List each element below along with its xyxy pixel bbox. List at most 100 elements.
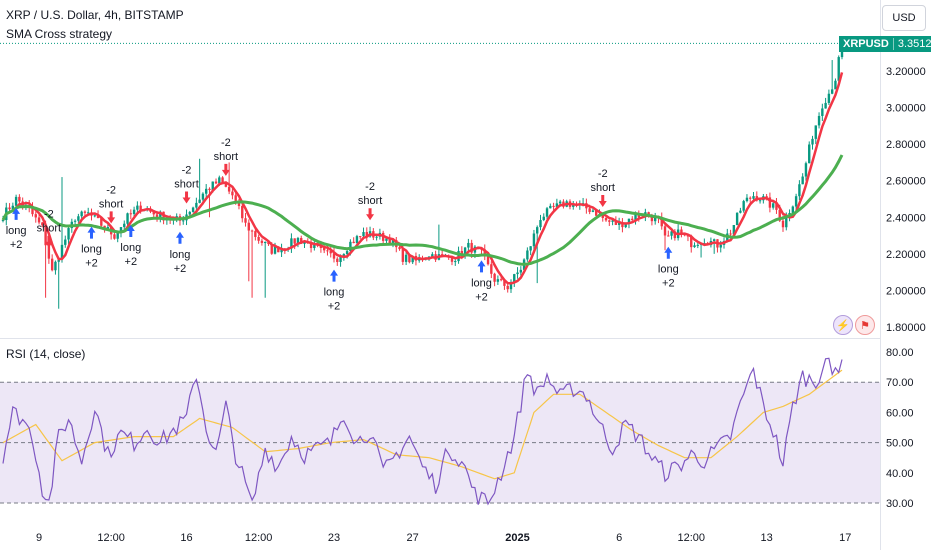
candle-body xyxy=(175,216,178,218)
flag-icon[interactable]: ⚑ xyxy=(855,315,875,335)
candle-body xyxy=(460,250,464,256)
candle-body xyxy=(408,254,411,263)
candle-body xyxy=(83,211,87,213)
slow-ma-line xyxy=(1,154,844,266)
candle-body xyxy=(650,216,654,222)
rsi-axis-label: 30.00 xyxy=(886,498,914,510)
signal-label: short xyxy=(591,182,615,194)
signal-label: long xyxy=(120,242,141,254)
long-arrow xyxy=(175,231,184,244)
candle-body xyxy=(739,210,742,213)
candle-body xyxy=(536,227,539,234)
candle-body xyxy=(300,238,303,244)
candle-body xyxy=(499,279,503,281)
candle-body xyxy=(244,218,247,223)
short-arrow xyxy=(221,163,230,176)
time-axis-label: 9 xyxy=(36,532,42,544)
candle-body xyxy=(352,241,355,244)
candle-body xyxy=(742,201,745,211)
candle-body xyxy=(493,273,496,282)
candle-body xyxy=(54,261,57,271)
long-arrow xyxy=(664,246,673,259)
lightning-icon[interactable]: ⚡ xyxy=(833,315,853,335)
candle-body xyxy=(1,220,5,222)
candle-body xyxy=(450,257,454,262)
candle-body xyxy=(103,225,106,229)
candle-body xyxy=(653,216,657,222)
signal-label: short xyxy=(214,151,238,163)
candle-body xyxy=(254,231,257,237)
candle-body xyxy=(827,93,831,103)
time-axis-label: 12:00 xyxy=(245,532,273,544)
candles xyxy=(1,39,844,309)
candle-body xyxy=(526,250,529,260)
candle-body xyxy=(119,227,123,233)
candle-body xyxy=(93,215,96,217)
candle-body xyxy=(96,215,100,219)
candle-body xyxy=(77,216,80,221)
badge-icons: ⚡ ⚑ xyxy=(833,315,875,335)
short-arrow xyxy=(182,191,191,204)
signal-label: short xyxy=(358,195,382,207)
candle-body xyxy=(336,258,339,262)
currency-button[interactable]: USD xyxy=(882,5,926,31)
candle-body xyxy=(234,195,237,201)
rsi-title[interactable]: RSI (14, close) xyxy=(6,347,86,361)
candle-body xyxy=(385,238,388,241)
signal-qty: -2 xyxy=(44,209,54,221)
candle-body xyxy=(824,102,827,109)
price-axis-label: 2.00000 xyxy=(886,285,926,297)
axis-divider xyxy=(880,0,881,550)
candle-body xyxy=(558,201,562,204)
time-axis-label: 12:00 xyxy=(677,532,705,544)
candle-body xyxy=(191,207,195,212)
rsi-axis-label: 40.00 xyxy=(886,468,914,480)
signal-label: long xyxy=(81,244,102,256)
candle-body xyxy=(260,240,264,243)
signal-label: short xyxy=(37,223,61,235)
candle-body xyxy=(785,216,788,228)
candle-body xyxy=(542,216,545,221)
signal-label: short xyxy=(174,179,198,191)
candle-body xyxy=(73,220,77,222)
candle-body xyxy=(611,220,614,222)
candle-body xyxy=(634,214,637,221)
price-axis-label: 3.20000 xyxy=(886,66,926,78)
price-axis-label: 3.00000 xyxy=(886,103,926,115)
candle-body xyxy=(113,234,116,239)
candle-body xyxy=(365,232,368,237)
candle-body xyxy=(454,261,457,263)
candle-body xyxy=(749,197,752,199)
candle-body xyxy=(549,205,552,209)
candle-body xyxy=(404,254,408,262)
candle-body xyxy=(660,217,663,227)
short-arrow xyxy=(44,235,53,248)
candle-body xyxy=(329,251,332,254)
signal-label: long xyxy=(658,264,679,276)
candle-body xyxy=(467,242,470,248)
candle-body xyxy=(470,242,473,253)
candle-body xyxy=(208,188,211,191)
candle-body xyxy=(44,225,47,246)
candle-body xyxy=(431,254,434,257)
candle-body xyxy=(811,138,814,145)
candle-body xyxy=(224,183,228,187)
candle-body xyxy=(834,80,837,90)
candle-body xyxy=(808,144,811,164)
last-price-tag: XRPUSD 3.35121 xyxy=(839,36,932,52)
candle-body xyxy=(411,255,414,263)
candle-body xyxy=(136,205,139,210)
time-axis-label: 16 xyxy=(180,532,192,544)
candle-body xyxy=(765,196,768,198)
time-axis-label: 12:00 xyxy=(97,532,125,544)
candle-body xyxy=(57,259,60,262)
signal-qty: +2 xyxy=(85,258,98,270)
candle-body xyxy=(483,249,486,257)
strategy-name[interactable]: SMA Cross strategy xyxy=(6,27,113,41)
candle-body xyxy=(732,224,736,235)
time-axis-label: 17 xyxy=(839,532,851,544)
candle-body xyxy=(588,208,591,212)
signal-qty: +2 xyxy=(662,278,675,290)
candle-body xyxy=(572,204,575,207)
candle-body xyxy=(506,285,509,290)
